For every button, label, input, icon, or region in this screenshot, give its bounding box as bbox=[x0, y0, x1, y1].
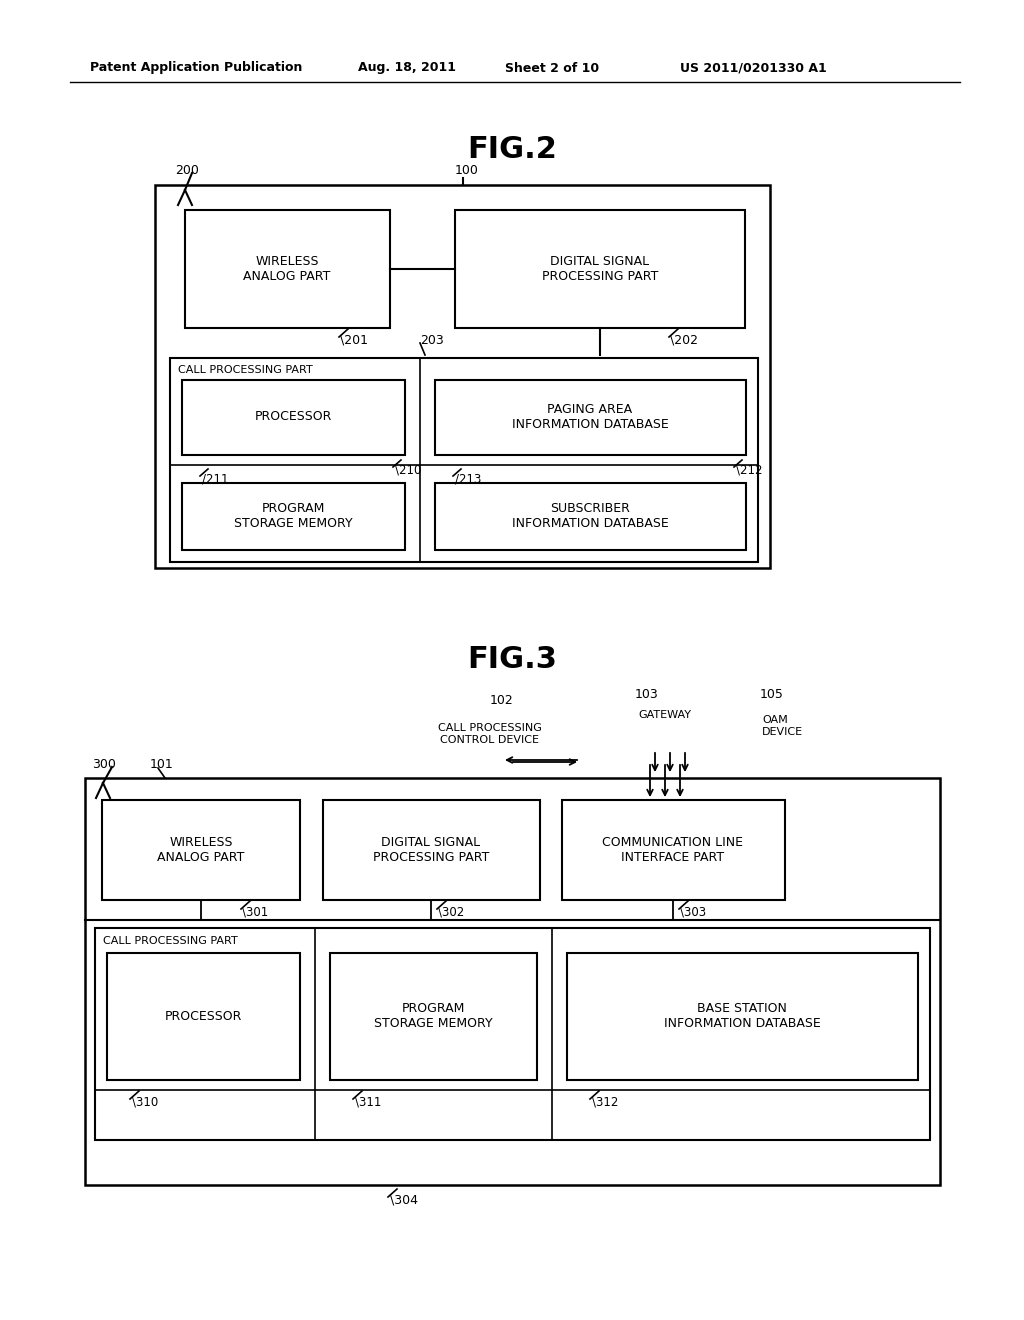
Bar bbox=[185, 210, 390, 327]
Text: CALL PROCESSING
CONTROL DEVICE: CALL PROCESSING CONTROL DEVICE bbox=[438, 723, 542, 744]
Text: COMMUNICATION LINE
INTERFACE PART: COMMUNICATION LINE INTERFACE PART bbox=[602, 836, 743, 865]
Bar bbox=[323, 800, 540, 900]
Text: Patent Application Publication: Patent Application Publication bbox=[90, 62, 302, 74]
Bar bbox=[155, 185, 770, 568]
Bar bbox=[435, 483, 746, 550]
Text: PROGRAM
STORAGE MEMORY: PROGRAM STORAGE MEMORY bbox=[233, 502, 352, 531]
Text: PROGRAM
STORAGE MEMORY: PROGRAM STORAGE MEMORY bbox=[374, 1002, 493, 1030]
Text: /213: /213 bbox=[455, 473, 481, 486]
Text: 105: 105 bbox=[760, 689, 784, 701]
Bar bbox=[102, 800, 300, 900]
Text: Sheet 2 of 10: Sheet 2 of 10 bbox=[505, 62, 599, 74]
Text: 300: 300 bbox=[92, 758, 116, 771]
Text: CALL PROCESSING PART: CALL PROCESSING PART bbox=[178, 366, 312, 375]
Text: DIGITAL SIGNAL
PROCESSING PART: DIGITAL SIGNAL PROCESSING PART bbox=[373, 836, 489, 865]
Text: \301: \301 bbox=[242, 906, 268, 919]
Bar bbox=[435, 380, 746, 455]
Text: WIRELESS
ANALOG PART: WIRELESS ANALOG PART bbox=[158, 836, 245, 865]
Text: \311: \311 bbox=[355, 1096, 381, 1109]
Text: \302: \302 bbox=[438, 906, 464, 919]
Bar bbox=[95, 928, 930, 1140]
Text: SUBSCRIBER
INFORMATION DATABASE: SUBSCRIBER INFORMATION DATABASE bbox=[512, 502, 669, 531]
Text: 203: 203 bbox=[420, 334, 443, 346]
Bar bbox=[330, 953, 537, 1080]
Text: GATEWAY: GATEWAY bbox=[638, 710, 691, 719]
Text: BASE STATION
INFORMATION DATABASE: BASE STATION INFORMATION DATABASE bbox=[664, 1002, 820, 1030]
Text: PROCESSOR: PROCESSOR bbox=[164, 1010, 242, 1023]
Text: 103: 103 bbox=[635, 689, 658, 701]
Text: \303: \303 bbox=[680, 906, 707, 919]
Text: FIG.2: FIG.2 bbox=[467, 136, 557, 165]
Bar bbox=[85, 777, 940, 1185]
Text: WIRELESS
ANALOG PART: WIRELESS ANALOG PART bbox=[244, 255, 331, 282]
Text: US 2011/0201330 A1: US 2011/0201330 A1 bbox=[680, 62, 826, 74]
Text: FIG.3: FIG.3 bbox=[467, 645, 557, 675]
Text: CALL PROCESSING PART: CALL PROCESSING PART bbox=[103, 936, 238, 946]
Bar bbox=[106, 953, 300, 1080]
Text: DIGITAL SIGNAL
PROCESSING PART: DIGITAL SIGNAL PROCESSING PART bbox=[542, 255, 658, 282]
Text: \210: \210 bbox=[395, 463, 421, 477]
Text: 101: 101 bbox=[150, 758, 174, 771]
Text: \212: \212 bbox=[736, 463, 763, 477]
Text: \312: \312 bbox=[592, 1096, 618, 1109]
Bar bbox=[170, 358, 758, 562]
Text: \202: \202 bbox=[670, 334, 698, 346]
Text: 102: 102 bbox=[490, 693, 514, 706]
Bar bbox=[562, 800, 785, 900]
Bar bbox=[182, 483, 406, 550]
Text: \310: \310 bbox=[132, 1096, 159, 1109]
Text: /211: /211 bbox=[202, 473, 228, 486]
Text: PROCESSOR: PROCESSOR bbox=[254, 411, 332, 424]
Text: 100: 100 bbox=[455, 164, 479, 177]
Text: 200: 200 bbox=[175, 164, 199, 177]
Bar bbox=[182, 380, 406, 455]
Text: \304: \304 bbox=[390, 1193, 418, 1206]
Bar bbox=[455, 210, 745, 327]
Text: \201: \201 bbox=[340, 334, 368, 346]
Text: PAGING AREA
INFORMATION DATABASE: PAGING AREA INFORMATION DATABASE bbox=[512, 403, 669, 432]
Text: OAM
DEVICE: OAM DEVICE bbox=[762, 715, 803, 737]
Text: Aug. 18, 2011: Aug. 18, 2011 bbox=[358, 62, 456, 74]
Bar bbox=[567, 953, 918, 1080]
